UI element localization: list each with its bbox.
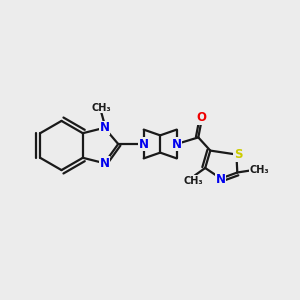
- Text: CH₃: CH₃: [92, 103, 111, 113]
- Text: N: N: [99, 157, 110, 170]
- Text: CH₃: CH₃: [249, 165, 269, 175]
- Text: CH₃: CH₃: [183, 176, 203, 186]
- Text: O: O: [196, 111, 206, 124]
- Text: N: N: [99, 121, 110, 134]
- Text: S: S: [234, 148, 242, 161]
- Text: N: N: [172, 137, 182, 151]
- Text: N: N: [139, 137, 149, 151]
- Text: N: N: [216, 172, 226, 186]
